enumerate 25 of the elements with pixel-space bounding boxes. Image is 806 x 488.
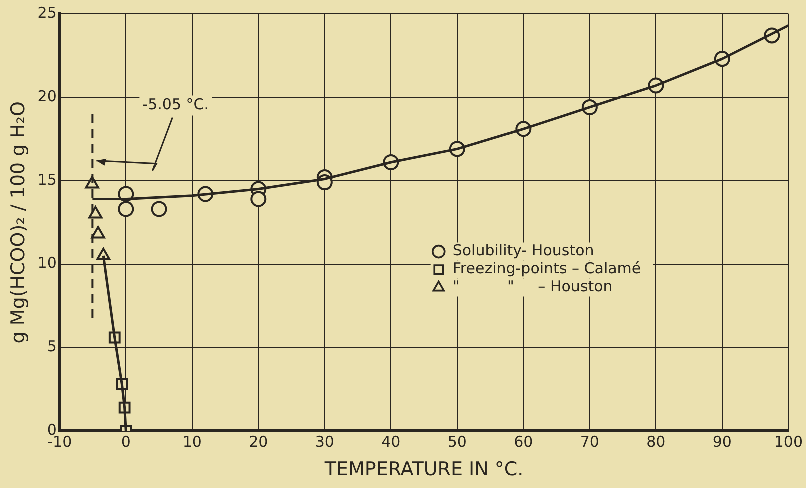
x-tick-label: 20 <box>249 433 268 452</box>
x-tick-label: 60 <box>514 433 534 452</box>
x-tick-label: 40 <box>382 433 401 452</box>
x-tick-label: 50 <box>448 433 467 452</box>
y-axis-title: g Mg(HCOO)₂ / 100 g H₂O <box>7 101 30 344</box>
x-tick-label: 100 <box>774 433 804 452</box>
ref-line-label: -5.05 °C. <box>142 96 210 114</box>
x-axis-title: TEMPERATURE IN °C. <box>324 458 524 481</box>
x-tick-label: 30 <box>315 433 334 452</box>
y-tick-label: 20 <box>38 87 57 106</box>
x-tick-label: 10 <box>182 433 202 452</box>
legend-label: Freezing-points – Calamé <box>452 260 642 278</box>
y-tick-label: 10 <box>38 254 57 272</box>
point <box>250 191 267 208</box>
x-tick-label: 80 <box>646 433 666 452</box>
y-tick-label: 5 <box>47 338 57 356</box>
x-tick-label: 70 <box>580 433 600 452</box>
point <box>118 201 134 218</box>
point <box>151 201 168 218</box>
x-tick-label: 90 <box>712 433 732 452</box>
legend-label: " " – Houston <box>452 278 613 296</box>
y-tick-label: 25 <box>38 4 57 22</box>
y-tick-label: 15 <box>38 170 57 189</box>
x-tick-label: 0 <box>121 433 131 452</box>
legend-label: Solubility- Houston <box>452 242 594 260</box>
